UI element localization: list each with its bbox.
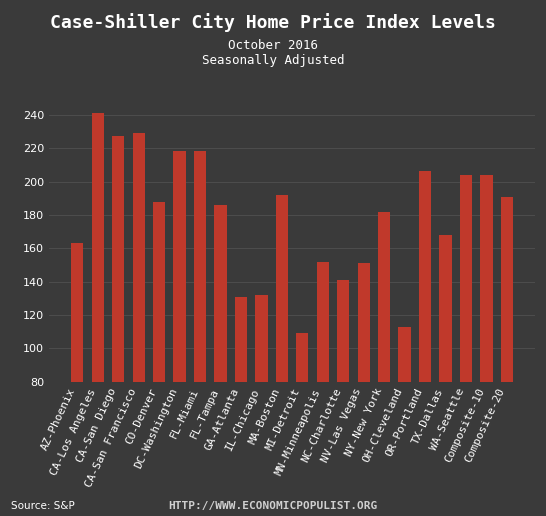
Bar: [194, 152, 206, 515]
Bar: [296, 333, 308, 515]
Bar: [460, 175, 472, 515]
Bar: [378, 212, 390, 515]
Bar: [174, 152, 186, 515]
Bar: [133, 133, 145, 515]
Bar: [235, 297, 247, 515]
Bar: [256, 295, 268, 515]
Bar: [215, 205, 227, 515]
Bar: [71, 243, 84, 515]
Text: October 2016: October 2016: [228, 39, 318, 52]
Bar: [317, 262, 329, 515]
Bar: [337, 280, 349, 515]
Bar: [112, 136, 124, 515]
Bar: [419, 171, 431, 515]
Bar: [276, 195, 288, 515]
Bar: [501, 197, 513, 515]
Text: HTTP://WWW.ECONOMICPOPULIST.ORG: HTTP://WWW.ECONOMICPOPULIST.ORG: [168, 501, 378, 511]
Text: Seasonally Adjusted: Seasonally Adjusted: [202, 54, 344, 67]
Bar: [480, 175, 492, 515]
Bar: [358, 263, 370, 515]
Text: Source: S&P: Source: S&P: [11, 501, 75, 511]
Bar: [153, 202, 165, 515]
Bar: [399, 327, 411, 515]
Text: Case-Shiller City Home Price Index Levels: Case-Shiller City Home Price Index Level…: [50, 13, 496, 32]
Bar: [92, 113, 104, 515]
Bar: [440, 235, 452, 515]
